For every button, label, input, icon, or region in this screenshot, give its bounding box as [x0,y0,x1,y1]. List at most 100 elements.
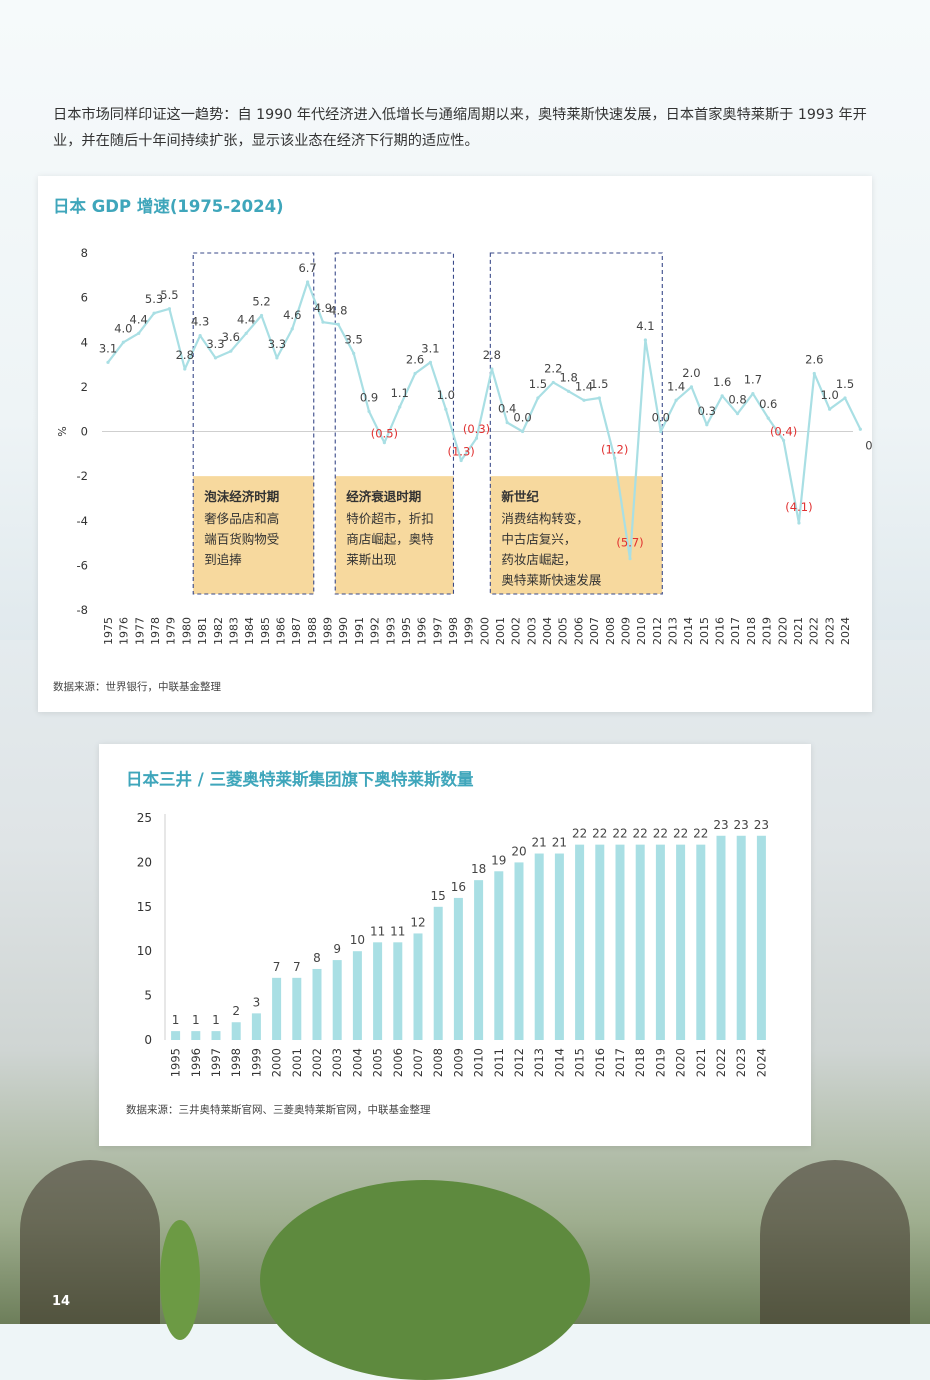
bar-x-tick-18: 2013 [532,1048,546,1077]
bar-x-tick-9: 2004 [350,1048,364,1077]
period-box-border-0 [192,252,315,595]
gdp-point-24 [474,436,479,440]
gdp-x-tick-12: 1987 [290,617,303,645]
gdp-y-tick-1: 6 [81,291,88,305]
bar-x-tick-14: 2009 [451,1048,465,1077]
bar-15 [474,880,484,1040]
gdp-data-label-36: 0.0 [652,411,670,425]
bar-26 [696,844,706,1040]
gdp-x-tick-35: 2012 [651,617,664,645]
gdp-point-44 [781,438,786,443]
bar-x-tick-0: 1995 [169,1048,183,1077]
bar-25 [676,844,686,1040]
gdp-data-label-33: (1.2) [601,442,628,456]
gdp-data-label-38: 2.0 [682,366,700,380]
gdp-x-tick-46: 2023 [823,617,836,645]
bar-x-tick-26: 2021 [694,1048,708,1077]
period-text-2-3: 奥特莱斯快速发展 [501,573,601,588]
period-text-0-2: 到追捧 [204,552,242,567]
period-text-2-1: 中古店复兴， [501,532,576,547]
bar-data-label-27: 23 [713,818,728,832]
gdp-x-tick-10: 1985 [259,617,272,645]
bar-data-label-21: 22 [592,827,607,841]
gdp-data-label-42: 1.7 [744,373,762,387]
bar-data-label-11: 11 [390,924,405,938]
bar-data-label-9: 10 [350,933,365,947]
bar-data-label-13: 15 [431,889,446,903]
bar-6 [292,977,302,1040]
bar-x-tick-29: 2024 [754,1048,768,1077]
gdp-point-22 [444,407,448,411]
period-box-border-1 [334,252,455,595]
bar-x-tick-15: 2010 [472,1048,486,1077]
gdp-data-label-9: 4.4 [237,312,255,326]
gdp-y-tick-2: 4 [81,335,88,349]
gdp-data-label-48: 1.5 [836,377,854,391]
gdp-x-tick-40: 2017 [729,617,742,645]
gdp-point-35 [643,338,647,342]
gdp-point-27 [520,429,525,434]
gdp-point-13 [306,280,310,284]
bar-data-label-28: 23 [734,818,749,832]
gdp-y-tick-4: 0 [81,425,88,439]
gdp-data-label-22: 1.0 [437,388,455,402]
bar-x-tick-22: 2017 [613,1048,627,1077]
bar-x-tick-25: 2020 [674,1048,688,1077]
bar-data-label-1: 1 [192,1013,200,1027]
gdp-x-tick-20: 1996 [416,617,429,645]
bar-21 [595,844,605,1040]
gdp-x-tick-21: 1997 [431,617,444,645]
gdp-data-label-28: 1.5 [529,377,547,391]
gdp-point-42 [751,391,755,396]
period-text-0-1: 端百货购物受 [204,532,279,547]
gdp-series-line [107,280,862,560]
gdp-point-1 [121,340,125,344]
gdp-point-7 [213,356,218,360]
gdp-point-3 [152,311,156,315]
gdp-x-tick-3: 1978 [149,617,162,645]
gdp-x-tick-16: 1991 [353,617,366,645]
gdp-data-label-23: (1.3) [448,445,475,459]
outlet-chart-title: 日本三井 / 三菱奥特莱斯集团旗下奥特莱斯数量 [126,770,474,789]
gdp-x-tick-34: 2010 [635,617,648,645]
gdp-data-label-21: 3.1 [421,341,439,355]
bar-17 [514,862,524,1040]
gdp-x-tick-14: 1989 [322,617,335,645]
bar-x-tick-21: 2016 [593,1048,607,1077]
gdp-data-label-46: 2.6 [805,352,823,366]
bar-data-label-29: 23 [754,818,769,832]
gdp-point-40 [720,394,724,398]
gdp-point-10 [259,313,264,318]
gdp-point-23 [459,458,463,463]
bar-data-label-18: 21 [532,836,547,850]
period-box-border-2 [489,252,663,595]
intro-paragraph: 日本市场同样印证这一趋势：自 1990 年代经济进入低增长与通缩周期以来，奥特莱… [53,107,867,149]
bar-12 [413,933,423,1040]
gdp-data-label-13: 6.7 [298,261,316,275]
bar-x-tick-1: 1996 [189,1048,203,1077]
gdp-x-tick-37: 2014 [682,617,695,645]
bar-11 [393,942,403,1040]
period-box-fill-1 [335,476,454,594]
gdp-data-label-8: 3.6 [222,330,240,344]
bar-13 [433,906,443,1040]
bar-x-tick-20: 2015 [573,1048,587,1077]
gdp-x-tick-1: 1976 [118,617,131,645]
bar-20 [575,844,585,1040]
gdp-point-49 [858,427,862,431]
gdp-x-tick-15: 1990 [337,617,350,645]
gdp-x-tick-41: 2018 [745,617,758,645]
bar-19 [554,853,564,1040]
gdp-x-tick-29: 2005 [557,617,570,645]
gdp-data-label-10: 5.2 [252,294,270,308]
gdp-data-label-27: 0.0 [513,411,531,425]
gdp-data-label-4: 5.5 [160,288,178,302]
period-text-0-0: 奢侈品店和高 [204,511,279,526]
gdp-x-tick-36: 2013 [667,617,680,645]
period-box-fill-0 [193,476,314,594]
bar-data-label-8: 9 [333,942,341,956]
bar-y-tick-3: 10 [137,944,152,958]
gdp-x-tick-27: 2003 [525,617,538,645]
gdp-point-11 [275,356,279,360]
gdp-point-29 [551,380,555,385]
